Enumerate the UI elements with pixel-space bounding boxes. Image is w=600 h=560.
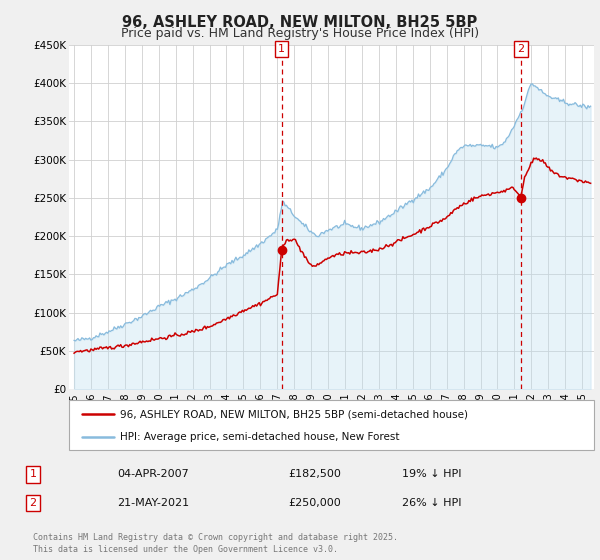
Text: 2: 2 xyxy=(517,44,524,54)
Text: HPI: Average price, semi-detached house, New Forest: HPI: Average price, semi-detached house,… xyxy=(121,432,400,442)
Text: 96, ASHLEY ROAD, NEW MILTON, BH25 5BP: 96, ASHLEY ROAD, NEW MILTON, BH25 5BP xyxy=(122,15,478,30)
Text: Contains HM Land Registry data © Crown copyright and database right 2025.
This d: Contains HM Land Registry data © Crown c… xyxy=(33,533,398,554)
FancyBboxPatch shape xyxy=(69,400,594,450)
Text: 19% ↓ HPI: 19% ↓ HPI xyxy=(402,469,461,479)
Text: 96, ASHLEY ROAD, NEW MILTON, BH25 5BP (semi-detached house): 96, ASHLEY ROAD, NEW MILTON, BH25 5BP (s… xyxy=(121,409,469,419)
Text: 21-MAY-2021: 21-MAY-2021 xyxy=(117,498,189,508)
Text: £250,000: £250,000 xyxy=(288,498,341,508)
Text: 2: 2 xyxy=(29,498,37,508)
Text: 1: 1 xyxy=(29,469,37,479)
Text: 04-APR-2007: 04-APR-2007 xyxy=(117,469,189,479)
Text: 26% ↓ HPI: 26% ↓ HPI xyxy=(402,498,461,508)
Text: £182,500: £182,500 xyxy=(288,469,341,479)
Text: Price paid vs. HM Land Registry's House Price Index (HPI): Price paid vs. HM Land Registry's House … xyxy=(121,27,479,40)
Text: 1: 1 xyxy=(278,44,285,54)
